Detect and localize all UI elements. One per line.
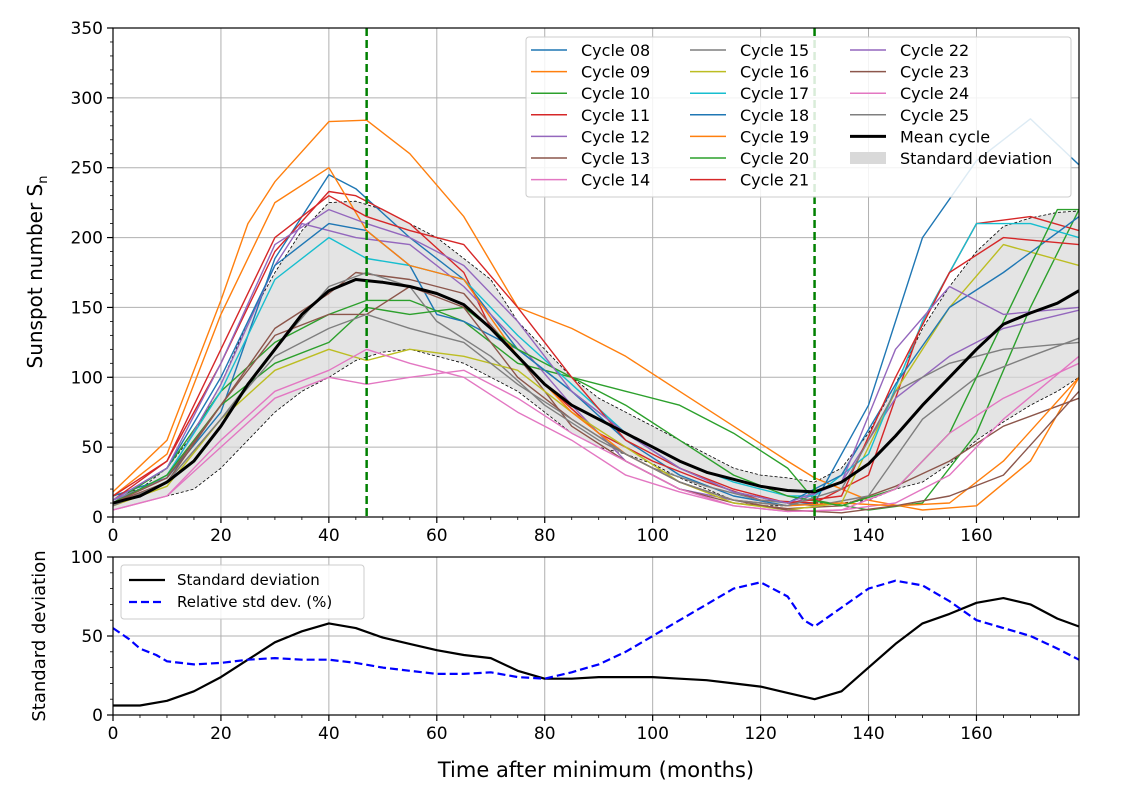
top-legend-frame <box>525 36 1072 198</box>
legend-label: Cycle 23 <box>900 63 969 82</box>
vlines <box>365 28 816 517</box>
legend-label: Relative std dev. (%) <box>177 593 332 611</box>
top-panel: 0 20 40 60 80 100 120 140 160 0 50 100 150 200 250 300 3… <box>23 19 1080 546</box>
bottom-legend: Standard deviation Relative std dev. (%) <box>120 564 365 620</box>
y-tick-label: 0 <box>92 706 103 726</box>
std-band-upper-line <box>113 200 1079 497</box>
bottom-ticks: 0 20 40 60 80 100 120 140 160 0 50 100 <box>71 548 1058 744</box>
legend-label: Mean cycle <box>900 127 990 146</box>
y-tick-label: 100 <box>71 548 103 568</box>
x-tick-label: 60 <box>426 724 448 744</box>
legend-label: Cycle 25 <box>900 106 969 125</box>
bottom-legend-frame <box>120 564 365 620</box>
x-tick-label: 140 <box>852 724 884 744</box>
x-tick-label: 100 <box>636 724 668 744</box>
x-axis-label: Time after minimum (months) <box>437 758 754 782</box>
bottom-y-axis-label: Standard deviation <box>29 550 50 721</box>
x-tick-label: 0 <box>108 724 119 744</box>
cycle-line-cycle-18 <box>113 216 1079 504</box>
cycle-line-cycle-22 <box>113 208 1079 504</box>
x-tick-label: 20 <box>210 526 232 546</box>
y-tick-label: 50 <box>81 627 103 647</box>
x-tick-label: 120 <box>744 724 776 744</box>
cycle-line-cycle-21 <box>113 194 1079 504</box>
legend-label: Cycle 18 <box>740 106 809 125</box>
cycle-line-cycle-13 <box>113 271 1079 510</box>
std-dev-line <box>113 596 1079 707</box>
x-tick-label: 40 <box>318 526 340 546</box>
x-tick-label: 0 <box>108 526 119 546</box>
legend-label: Cycle 20 <box>740 149 809 168</box>
x-tick-label: 140 <box>852 526 884 546</box>
legend-label: Cycle 15 <box>740 41 809 60</box>
legend-label: Standard deviation <box>177 571 320 589</box>
relative-std-line <box>113 579 1079 680</box>
y-tick-label: 250 <box>71 159 103 179</box>
std-band-area <box>113 201 1079 510</box>
top-y-axis-label: Sunspot number Sn <box>23 176 51 369</box>
legend-swatch-std-band <box>850 152 886 164</box>
legend-label: Cycle 24 <box>900 84 969 103</box>
cycle-line-cycle-25 <box>113 313 1079 507</box>
legend-label: Cycle 22 <box>900 41 969 60</box>
y-tick-label: 200 <box>71 229 103 249</box>
y-tick-label: 350 <box>71 19 103 39</box>
x-tick-label: 160 <box>960 526 992 546</box>
legend-label: Cycle 21 <box>740 171 809 190</box>
cycle-line-cycle-24 <box>113 348 1079 513</box>
y-tick-label: 150 <box>71 298 103 318</box>
x-tick-label: 80 <box>534 526 556 546</box>
top-axes-frame <box>112 27 1080 518</box>
bottom-series-group <box>113 579 1079 707</box>
y-tick-label: 300 <box>71 89 103 109</box>
top-legend: Cycle 08 Cycle 09 Cycle 10 Cycle 11 Cycle 12… <box>525 36 1072 198</box>
legend-label: Cycle 13 <box>581 149 650 168</box>
cycle-line-cycle-11 <box>113 190 1079 504</box>
legend-label: Cycle 14 <box>581 171 650 190</box>
x-tick-label: 160 <box>960 724 992 744</box>
top-series-group <box>113 118 1079 514</box>
mean-cycle-line <box>113 278 1079 505</box>
cycle-line-cycle-14 <box>113 355 1079 513</box>
legend-label: Cycle 09 <box>581 63 650 82</box>
legend-label: Cycle 17 <box>740 84 809 103</box>
legend-label: Cycle 12 <box>581 127 650 146</box>
legend-label: Cycle 11 <box>581 106 650 125</box>
legend-label: Cycle 10 <box>581 84 650 103</box>
legend-label: Cycle 08 <box>581 41 650 60</box>
legend-label: Standard deviation <box>900 149 1052 168</box>
bottom-panel: 0 20 40 60 80 100 120 140 160 0 50 100 Standard dev… <box>29 548 1080 782</box>
top-ticks: 0 20 40 60 80 100 120 140 160 0 50 100 150 200 250 300 3… <box>71 19 1058 546</box>
legend-label: Cycle 16 <box>740 63 809 82</box>
x-tick-label: 20 <box>210 724 232 744</box>
y-tick-label: 100 <box>71 368 103 388</box>
x-tick-label: 40 <box>318 724 340 744</box>
x-tick-label: 80 <box>534 724 556 744</box>
y-tick-label: 50 <box>81 438 103 458</box>
x-tick-label: 120 <box>744 526 776 546</box>
y-tick-label: 0 <box>92 508 103 528</box>
x-tick-label: 60 <box>426 526 448 546</box>
x-tick-label: 100 <box>636 526 668 546</box>
legend-label: Cycle 19 <box>740 127 809 146</box>
cycle-line-cycle-09 <box>113 119 1079 511</box>
